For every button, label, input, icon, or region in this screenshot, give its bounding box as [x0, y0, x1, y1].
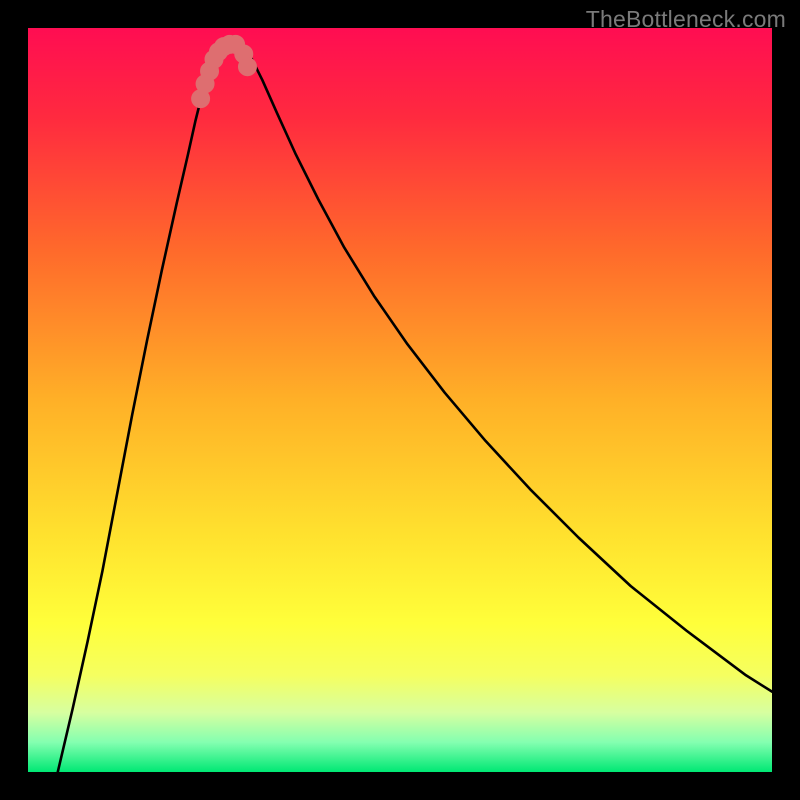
bottleneck-chart: TheBottleneck.com — [0, 0, 800, 800]
plot-background — [28, 28, 772, 772]
marker-point — [238, 58, 256, 76]
watermark-text: TheBottleneck.com — [586, 6, 786, 33]
chart-svg — [0, 0, 800, 800]
